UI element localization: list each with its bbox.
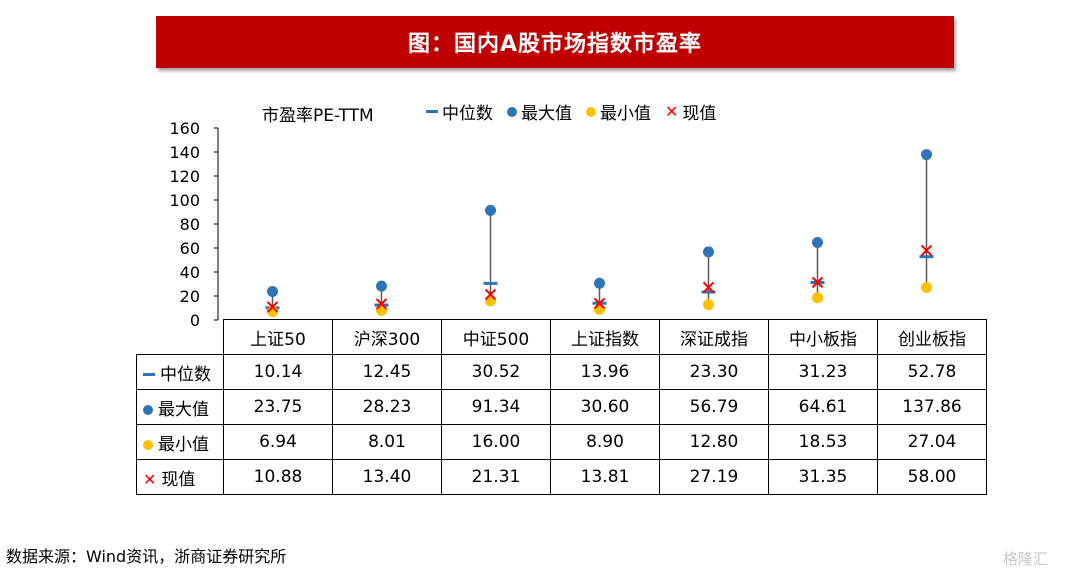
table-cell: 23.30 — [659, 354, 769, 390]
legend-item-min: 最小值 — [586, 99, 651, 124]
row-label-text: 中位数 — [160, 364, 211, 385]
table-cell: 10.14 — [223, 354, 333, 390]
chart-title-banner: 图：国内A股市场指数市盈率 — [156, 16, 954, 68]
dash-marker-icon — [143, 373, 155, 376]
table-cell: 13.81 — [550, 459, 660, 495]
table-row: 中位数 10.14 12.45 30.52 13.96 23.30 31.23 52.78 — [136, 354, 987, 390]
current-point — [266, 301, 279, 313]
blue-dot-icon — [507, 106, 517, 117]
current-point — [593, 297, 606, 310]
red-x-icon: ✕ — [143, 469, 157, 489]
y-tick-label: 60 — [180, 239, 200, 258]
min-point — [812, 292, 823, 304]
table-row: ✕ 现值 10.88 13.40 21.31 13.81 27.19 31.35 58.00 — [136, 459, 987, 495]
table-cell: 12.80 — [659, 424, 769, 460]
y-tick-label: 120 — [169, 167, 200, 186]
table-cell: 58.00 — [877, 459, 987, 495]
y-tick-label: 20 — [180, 287, 200, 306]
table-cell: 16.00 — [441, 424, 551, 460]
y-axis-label: 市盈率PE-TTM — [262, 106, 374, 126]
legend-item-max: 最大值 — [507, 99, 572, 124]
row-label-text: 现值 — [161, 469, 196, 490]
table-cell: 13.96 — [550, 354, 660, 390]
category-header: 沪深300 — [332, 319, 442, 355]
table-cell: 56.79 — [659, 389, 769, 425]
row-label: 最小值 — [136, 424, 224, 460]
max-point — [594, 277, 605, 289]
table-row: 最小值 6.94 8.01 16.00 8.90 12.80 18.53 27.04 — [136, 424, 987, 460]
table-cell: 13.40 — [332, 459, 442, 495]
max-point — [921, 149, 932, 161]
y-tick-label: 80 — [180, 215, 200, 234]
red-x-icon: ✕ — [665, 101, 679, 121]
table-cell: 52.78 — [877, 354, 987, 390]
min-point — [594, 303, 605, 315]
current-point — [702, 281, 715, 294]
y-tick-label: 140 — [169, 143, 200, 162]
category-header: 创业板指 — [877, 319, 987, 355]
table-cell: 30.60 — [550, 389, 660, 425]
chart-title: 图：国内A股市场指数市盈率 — [407, 32, 703, 57]
table-cell: 8.90 — [550, 424, 660, 460]
category-header: 上证50 — [223, 319, 333, 355]
current-point — [375, 298, 388, 310]
table-cell: 27.19 — [659, 459, 769, 495]
y-tick-label: 40 — [180, 263, 200, 282]
table-cell: 10.88 — [223, 459, 333, 495]
max-point — [812, 236, 823, 248]
table-cell: 12.45 — [332, 354, 442, 390]
table-corner — [136, 319, 224, 355]
current-point — [484, 288, 497, 301]
table-cell: 31.35 — [768, 459, 878, 495]
table-cell: 30.52 — [441, 354, 551, 390]
legend-item-median: 中位数 — [426, 99, 493, 124]
max-point — [267, 286, 278, 297]
table-cell: 18.53 — [768, 424, 878, 460]
legend-item-current: ✕ 现值 — [665, 99, 716, 124]
table-cell: 31.23 — [768, 354, 878, 390]
max-point — [376, 280, 387, 292]
max-point — [485, 204, 496, 216]
min-point — [703, 299, 714, 311]
category-header: 中证500 — [441, 319, 551, 355]
yellow-dot-icon — [586, 106, 596, 117]
legend-label-median: 中位数 — [442, 104, 493, 124]
yellow-dot-icon — [143, 439, 153, 450]
source-note: 数据来源：Wind资讯，浙商证券研究所 — [6, 547, 287, 566]
legend-label-min: 最小值 — [600, 104, 651, 124]
legend-label-current: 现值 — [682, 104, 717, 124]
legend-label-max: 最大值 — [521, 104, 572, 124]
data-table: 上证50 沪深300 中证500 上证指数 深证成指 中小板指 创业板指 中位数 10.14 1… — [136, 319, 987, 495]
y-tick-label: 160 — [169, 119, 200, 138]
max-point — [703, 246, 714, 258]
row-label: 中位数 — [136, 354, 224, 390]
table-cell: 137.86 — [877, 389, 987, 425]
row-label-text: 最大值 — [158, 399, 209, 420]
blue-dot-icon — [143, 404, 153, 415]
category-header: 中小板指 — [768, 319, 878, 355]
current-point — [811, 276, 824, 289]
category-header: 上证指数 — [550, 319, 660, 355]
row-label: 最大值 — [136, 389, 224, 425]
table-header-row: 上证50 沪深300 中证500 上证指数 深证成指 中小板指 创业板指 — [136, 319, 987, 355]
legend: 中位数 最大值 最小值 ✕ 现值 — [426, 99, 716, 124]
dash-marker-icon — [426, 110, 438, 113]
table-cell: 91.34 — [441, 389, 551, 425]
y-tick-label: 100 — [169, 191, 200, 210]
table-cell: 64.61 — [768, 389, 878, 425]
table-cell: 28.23 — [332, 389, 442, 425]
watermark: 格隆汇 — [1003, 550, 1049, 568]
table-cell: 6.94 — [223, 424, 333, 460]
category-header: 深证成指 — [659, 319, 769, 355]
table-row: 最大值 23.75 28.23 91.34 30.60 56.79 64.61 137.86 — [136, 389, 987, 425]
row-label-text: 最小值 — [158, 434, 209, 455]
min-point — [921, 282, 932, 294]
table-cell: 23.75 — [223, 389, 333, 425]
row-label: ✕ 现值 — [136, 459, 224, 495]
table-cell: 27.04 — [877, 424, 987, 460]
table-cell: 21.31 — [441, 459, 551, 495]
current-point — [920, 244, 933, 257]
table-cell: 8.01 — [332, 424, 442, 460]
